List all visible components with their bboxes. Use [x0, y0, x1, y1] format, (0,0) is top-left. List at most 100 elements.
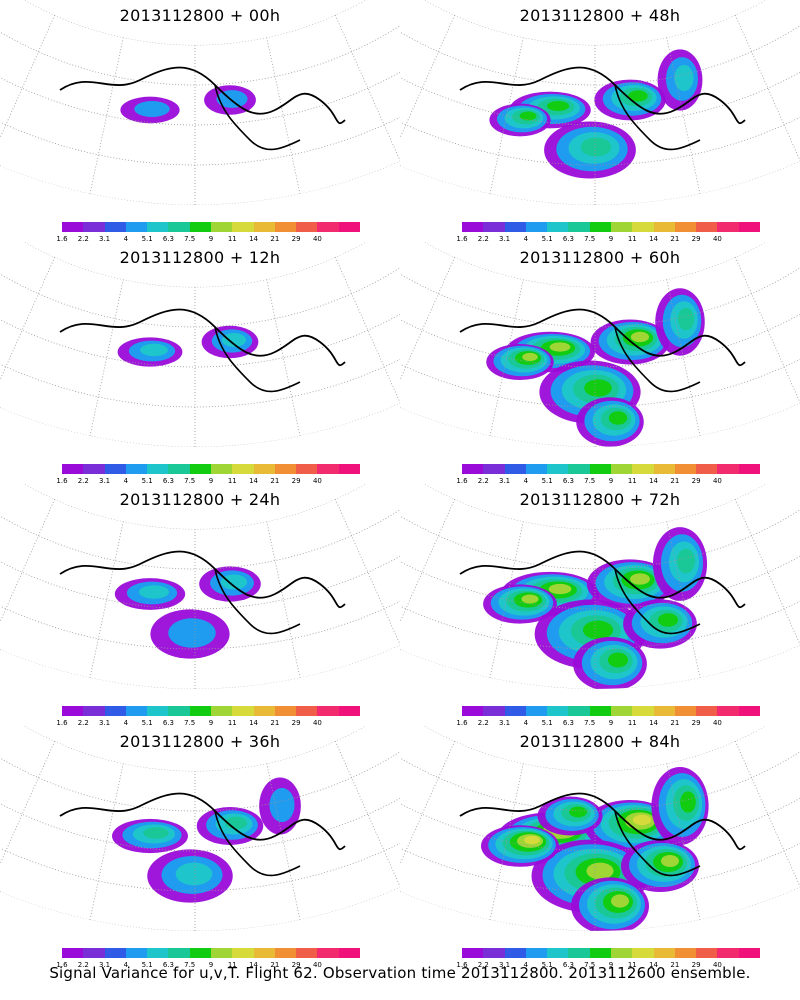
latitude-line [0, 769, 400, 852]
colorbar-swatch [504, 706, 526, 716]
latitude-line [0, 253, 400, 328]
colorbar-swatch [317, 464, 339, 474]
latitude-line [0, 75, 400, 166]
colorbar-tick-label: 14 [249, 719, 259, 727]
colorbar-swatch [568, 222, 590, 232]
colorbar-swatch [62, 948, 84, 958]
colorbar-tick-label: 29 [691, 477, 701, 485]
colorbar-tick-label: 11 [627, 477, 637, 485]
variance-contour [632, 814, 652, 826]
variance-contour [138, 585, 170, 599]
colorbar-swatch [274, 464, 297, 474]
colorbar-tick-label: 5.1 [141, 719, 153, 727]
colorbar-tick-label: 2.2 [77, 235, 89, 243]
variance-contour [586, 862, 614, 880]
colorbar-swatch [274, 222, 297, 232]
colorbar-tick-label: 40 [312, 719, 322, 727]
colorbar-tick-label: 29 [291, 477, 301, 485]
colorbar-tick-label: 14 [649, 961, 659, 969]
variance-map [0, 242, 400, 448]
colorbar-swatch [653, 948, 675, 958]
latitude-line [0, 737, 400, 812]
variance-contour [628, 90, 648, 102]
colorbar-tick-label: 7.5 [584, 235, 596, 243]
variance-contour [175, 862, 213, 886]
colorbar-swatch [296, 222, 318, 232]
colorbar-swatch [168, 464, 190, 474]
colorbar-tick-label: 14 [249, 961, 259, 969]
colorbar-swatch [483, 222, 505, 232]
colorbar-swatch [717, 948, 739, 958]
colorbar-tick-label: 3.1 [498, 719, 511, 727]
longitude-line [89, 279, 124, 437]
colorbar-tick-label: 9 [208, 719, 214, 727]
colorbar-swatch [168, 706, 190, 716]
variance-contour [134, 101, 170, 117]
variance-contour [216, 90, 248, 108]
colorbar-swatch [738, 706, 760, 716]
coastline [214, 568, 301, 635]
colorbar-tick-label: 21 [670, 477, 680, 485]
colorbar-tick-label: 6.3 [162, 719, 174, 727]
variance-map [400, 726, 800, 932]
colorbar-tick-label: 6.3 [562, 961, 574, 969]
colorbar-tick-label: 5.1 [141, 961, 153, 969]
colorbar-tick-label: 4 [523, 477, 529, 485]
colorbar-swatch [547, 464, 569, 474]
colorbar-swatch [147, 464, 169, 474]
latitude-line [400, 0, 799, 46]
latitude-line [400, 253, 800, 328]
coastline [59, 308, 346, 367]
colorbar-swatch [589, 706, 611, 716]
latitude-line [0, 317, 400, 408]
panel-title: 2013112800 + 12h [119, 248, 281, 267]
colorbar-tick-label: 14 [649, 235, 659, 243]
colorbar-tick-label: 40 [712, 961, 722, 969]
colorbar-ticks: 1.6 2.2 3.1 4 5.1 6.3 7.5 9 11 14 21 29 40 [56, 961, 360, 971]
variance-contour [674, 64, 694, 92]
variance-map [400, 484, 800, 690]
coastline [214, 326, 301, 393]
colorbar-tick-label: 5.1 [541, 477, 553, 485]
panel-title: 2013112800 + 60h [519, 248, 681, 267]
colorbar-tick-label: 40 [712, 719, 722, 727]
colorbar-tick-label: 7.5 [184, 477, 196, 485]
colorbar-ticks: 1.6 2.2 3.1 4 5.1 6.3 7.5 9 11 14 21 29 40 [456, 477, 760, 487]
latitude-line [400, 317, 800, 408]
latitude-line [400, 495, 800, 570]
colorbar-tick-label: 11 [627, 719, 637, 727]
colorbar-tick-label: 6.3 [562, 719, 574, 727]
colorbar-tick-label: 29 [691, 719, 701, 727]
colorbar-tick-label: 29 [291, 719, 301, 727]
coastline [214, 84, 301, 151]
longitude-line [266, 37, 301, 195]
colorbar-tick-label: 4 [523, 235, 529, 243]
colorbar-swatch [338, 464, 360, 474]
longitude-line [400, 257, 456, 404]
colorbar-tick-label: 9 [608, 961, 614, 969]
map-panel-12h: 2013112800 + 12h 1.6 2.2 3.1 4 5.1 6.3 7.5 9 11 14… [0, 242, 400, 485]
colorbar-tick-label: 7.5 [184, 235, 196, 243]
colorbar-swatch [210, 222, 233, 232]
colorbar-swatch [632, 464, 654, 474]
colorbar-ticks: 1.6 2.2 3.1 4 5.1 6.3 7.5 9 11 14 21 29 40 [56, 719, 360, 729]
figure-caption: Signal Variance for u,v,T. Flight 62. Ob… [49, 964, 751, 982]
colorbar-tick-label: 40 [312, 477, 322, 485]
colorbar-ticks: 1.6 2.2 3.1 4 5.1 6.3 7.5 9 11 14 21 29 40 [456, 235, 760, 245]
colorbar-swatch [168, 948, 190, 958]
colorbar-tick-label: 4 [123, 477, 129, 485]
colorbar-swatch [125, 948, 148, 958]
variance-field [0, 726, 400, 932]
colorbar-swatch [653, 706, 675, 716]
variance-contour [611, 894, 629, 908]
colorbar-tick-label: 40 [712, 235, 722, 243]
variance-contour [549, 342, 571, 352]
variance-contour [630, 573, 650, 585]
colorbar-tick-label: 4 [523, 719, 529, 727]
colorbar-swatch [589, 464, 611, 474]
colorbar-tick-label: 2.2 [477, 235, 489, 243]
panel-title: 2013112800 + 00h [119, 6, 281, 25]
latitude-line [400, 726, 799, 772]
colorbar-swatch [296, 464, 318, 474]
colorbar-tick-label: 3.1 [98, 235, 111, 243]
